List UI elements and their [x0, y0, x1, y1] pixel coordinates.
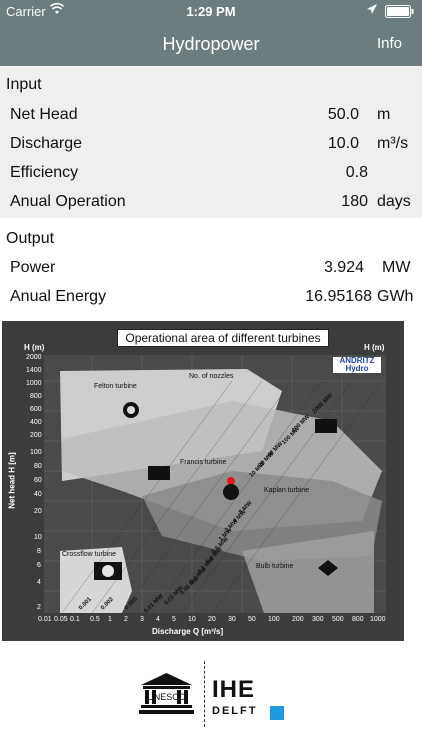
tick-label: 60 [34, 477, 42, 484]
h-unit-label-right: H (m) [364, 343, 385, 352]
pelton-label: Felton turbine [94, 383, 137, 390]
battery-icon [385, 5, 414, 18]
logo-divider [204, 661, 205, 727]
tick-label: 3 [140, 616, 144, 623]
chart-title: Operational area of different turbines [117, 329, 329, 347]
input-section: Input Net Head 50.0 m Discharge 10.0 m³/… [0, 66, 422, 218]
tick-label: 800 [352, 616, 364, 623]
row-unit: days [377, 193, 411, 210]
net-head-row[interactable]: Net Head 50.0 m [10, 106, 412, 126]
tick-label: 2000 [26, 354, 42, 361]
tick-label: 4 [156, 616, 160, 623]
tick-label: 8 [37, 548, 41, 555]
bulb-label: Bulb turbine [256, 563, 294, 570]
efficiency-value[interactable]: 0.8 [345, 164, 368, 181]
nozzles-label: No. of nozzles [189, 373, 234, 380]
wifi-icon [50, 3, 64, 14]
tick-label: 100 [268, 616, 280, 623]
turbine-chart-graphic [44, 355, 386, 614]
tick-label: 4 [37, 579, 41, 586]
discharge-row[interactable]: Discharge 10.0 m³/s [10, 135, 412, 155]
ihe-logo-square [270, 706, 284, 720]
tick-label: 100 [30, 449, 42, 456]
tick-label: 0.05 [54, 616, 68, 623]
tick-label: 200 [30, 432, 42, 439]
anual-operation-value[interactable]: 180 [341, 193, 368, 210]
power-value: 3.924 [323, 259, 364, 276]
location-icon [367, 4, 377, 14]
tick-label: 400 [30, 419, 42, 426]
unesco-logo: UNESCO [139, 673, 194, 714]
row-label: Discharge [10, 135, 83, 152]
tick-label: 1400 [26, 367, 42, 374]
h-unit-label-left: H (m) [24, 343, 45, 352]
francis-label: Francis turbine [180, 459, 227, 466]
tick-label: 20 [34, 508, 42, 515]
row-label: Anual Energy [10, 288, 107, 305]
tick-label: 0.01 [38, 616, 52, 623]
carrier-label: Carrier [6, 4, 46, 19]
tick-label: 2 [124, 616, 128, 623]
tick-label: 0.1 [70, 616, 80, 623]
tick-label: 200 [292, 616, 304, 623]
tick-label: 40 [34, 491, 42, 498]
tick-label: 600 [30, 406, 42, 413]
tick-label: 0.5 [90, 616, 100, 623]
power-row: Power 3.924 MW [10, 259, 412, 279]
crossflow-label: Crossflow turbine [62, 551, 117, 558]
tick-label: 80 [34, 463, 42, 470]
tick-label: 300 [312, 616, 324, 623]
tick-label: 2 [37, 604, 41, 611]
anual-energy-row: Anual Energy 16.95168 GWh [10, 288, 414, 308]
tick-label: 800 [30, 393, 42, 400]
row-unit: MW [382, 259, 411, 276]
tick-label: 5 [172, 616, 176, 623]
tick-label: 6 [37, 562, 41, 569]
ihe-logo-text: IHE [212, 676, 256, 703]
delft-logo-text: DELFT [212, 705, 258, 717]
discharge-value[interactable]: 10.0 [327, 135, 359, 152]
row-unit: GWh [377, 288, 414, 305]
input-header: Input [6, 76, 42, 93]
net-head-value[interactable]: 50.0 [327, 106, 359, 123]
y-axis-label: Net head H [m] [7, 452, 17, 509]
footer-logos: UNESCO IHE DELFT [0, 641, 422, 750]
output-header: Output [6, 230, 55, 247]
row-label: Anual Operation [10, 193, 126, 210]
row-label: Power [10, 259, 56, 276]
row-label: Efficiency [10, 164, 79, 181]
kaplan-label: Kaplan turbine [264, 487, 310, 494]
clock: 1:29 PM [186, 4, 236, 19]
tick-label: 10 [34, 534, 42, 541]
tick-label: 50 [248, 616, 256, 623]
anual-energy-value: 16.95168 [305, 288, 372, 305]
page-title: Hydropower [162, 34, 260, 54]
tick-label: 10 [188, 616, 196, 623]
efficiency-row[interactable]: Efficiency 0.8 [10, 164, 412, 184]
row-unit: m³/s [377, 135, 409, 152]
tick-label: 1000 [370, 616, 386, 623]
navigation-bar: Carrier 1:29 PM Hydropower Info [0, 0, 422, 66]
output-section: Output Power 3.924 MW Anual Energy 16.95… [0, 226, 422, 312]
row-label: Net Head [10, 106, 78, 123]
tick-label: 1000 [26, 380, 42, 387]
tick-label: 1 [108, 616, 112, 623]
tick-label: 20 [208, 616, 216, 623]
anual-operation-row[interactable]: Anual Operation 180 days [10, 193, 412, 213]
x-axis-label: Discharge Q [m³/s] [152, 627, 224, 636]
brand-logo: ANDRITZ Hydro [333, 357, 381, 373]
turbine-operational-chart: Operational area of different turbines H… [2, 321, 404, 641]
tick-label: 500 [332, 616, 344, 623]
tick-label: 30 [228, 616, 236, 623]
info-button[interactable]: Info [376, 35, 402, 52]
row-unit: m [377, 106, 391, 123]
status-bar: Carrier 1:29 PM [0, 0, 422, 22]
unesco-logo-text: UNESCO [147, 692, 186, 702]
